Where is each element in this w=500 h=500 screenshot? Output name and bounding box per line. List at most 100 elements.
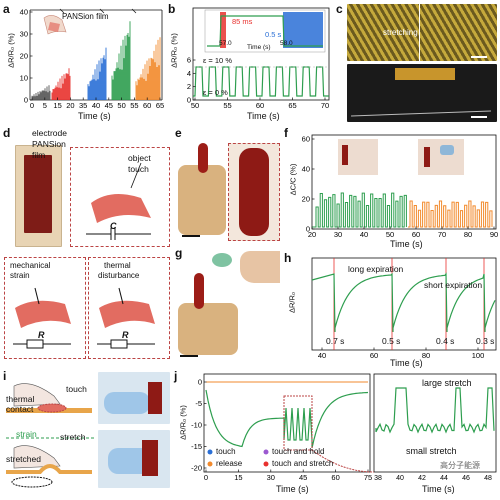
a-ylabel: ΔR/R₀ (%) <box>6 33 16 68</box>
x-tick-label: 60 <box>331 473 339 482</box>
h-t3: 0.4 s <box>436 336 455 346</box>
y-tick-label: 0 <box>306 225 310 234</box>
x-tick-label: 15 <box>53 101 61 110</box>
series-a-3 <box>111 21 131 100</box>
x-tick-label: 60 <box>143 101 151 110</box>
i-contact: contact <box>6 404 34 414</box>
i-strain: strain <box>16 429 37 439</box>
b-eps0: ε = 0 % <box>203 88 228 97</box>
h-long: long expiration <box>348 264 404 274</box>
x-tick-label: 20 <box>308 230 316 239</box>
y-tick-label: 20 <box>20 52 28 61</box>
knit-photo <box>347 4 497 61</box>
inset-label-a: PANSion film <box>62 12 109 21</box>
x-tick-label: 100 <box>472 351 485 360</box>
pansion-film-photo <box>24 155 52 233</box>
y-tick-label: 20 <box>302 195 310 204</box>
x-tick-label: 30 <box>267 473 275 482</box>
series-a-1 <box>51 68 71 100</box>
y-tick-label: -15 <box>191 442 202 451</box>
j-leg-tstretch: touch and stretch <box>272 459 334 468</box>
a-xlabel: Time (s) <box>78 111 111 121</box>
d-thermal: thermal <box>104 261 131 270</box>
panel-d: d electrode PANSion film object touch C … <box>0 125 172 365</box>
h-ylabel: ΔR/R₀ <box>287 291 297 314</box>
strain-box <box>4 257 86 359</box>
wooden-hand-e <box>178 165 226 235</box>
j-leg-touch: touch <box>216 447 236 456</box>
series-f-orange <box>408 200 493 228</box>
y-tick-label: 40 <box>20 8 28 17</box>
series-f-green <box>312 192 407 228</box>
b-ann-05: 0.5 s <box>265 30 282 39</box>
glove-photo-1 <box>98 372 170 424</box>
chart-b: 50 55 60 65 70 6 4 2 0 <box>187 7 330 110</box>
b-inset-tick2: 58.0 <box>280 40 293 47</box>
face <box>240 251 280 283</box>
j-leg-hold: touch and hold <box>272 447 325 456</box>
y-tick-label: -5 <box>195 399 202 408</box>
y-tick-label: 30 <box>20 30 28 39</box>
chart-j: 0 15 30 45 60 75 38 40 42 44 46 48 0 -5 -10 -15 -20 <box>191 373 497 482</box>
j-leg-release: release <box>216 459 243 468</box>
y-tick-label: 2 <box>187 82 191 91</box>
x-tick-label: 30 <box>334 230 342 239</box>
x-tick-label: 50 <box>191 101 199 110</box>
d-strain: strain <box>10 271 30 280</box>
x-tick-label: 0 <box>204 473 208 482</box>
x-tick-label: 15 <box>234 473 242 482</box>
thermal-box <box>88 257 170 359</box>
panel-label-f: f <box>284 126 288 140</box>
x-tick-label-zoom: 48 <box>484 475 492 482</box>
i-stretched: stretched <box>6 454 41 464</box>
i-thermal: thermal <box>6 394 35 404</box>
y-tick-label: 0 <box>24 96 28 105</box>
film-inset <box>43 15 67 35</box>
d-film: film <box>32 150 46 160</box>
j-xlabel2: Time (s) <box>422 484 455 494</box>
j-xlabel: Time (s) <box>276 484 309 494</box>
d-disturbance: disturbance <box>98 271 140 280</box>
finger-sensor-e <box>198 143 208 173</box>
panel-j: j 0 15 30 45 60 75 38 40 42 44 46 48 0 -5 -10 -15 -20 to… <box>172 368 500 495</box>
panel-label-c: c <box>336 2 343 16</box>
y-tick-label: 40 <box>302 165 310 174</box>
i-stretch: stretch <box>60 432 86 442</box>
i-touch: touch <box>66 384 87 394</box>
h-t4: 0.3 s <box>476 336 495 346</box>
x-tick-label: 80 <box>464 230 472 239</box>
series-a-0 <box>31 85 51 100</box>
panel-label-i: i <box>3 369 7 383</box>
panel-label-d: d <box>3 126 11 140</box>
x-tick-label: 75 <box>364 473 372 482</box>
schematic-i <box>6 383 94 488</box>
panel-c: c stretching <box>333 0 500 125</box>
panel-g: g <box>172 245 282 363</box>
x-tick-label: 20 <box>66 101 74 110</box>
x-tick-label: 90 <box>490 230 498 239</box>
x-tick-label: 80 <box>422 351 430 360</box>
panel-label-a: a <box>3 2 10 16</box>
j-ylabel: ΔR/R₀ (%) <box>178 405 188 440</box>
series-j <box>205 389 369 449</box>
series-j-zoom <box>375 387 495 434</box>
d-R2: R <box>122 330 129 340</box>
x-tick-label: 55 <box>223 101 231 110</box>
c-stretch: stretching <box>383 28 418 37</box>
x-tick-label: 50 <box>117 101 125 110</box>
x-tick-label: 45 <box>299 473 307 482</box>
x-tick-label-zoom: 40 <box>396 475 404 482</box>
panel-f: f 20 30 40 50 60 70 80 90 60 40 20 0 ΔC/C (%) Time … <box>282 125 500 250</box>
panel-label-b: b <box>168 2 176 16</box>
b-inset-xlabel: Time (s) <box>247 44 271 51</box>
y-tick-label: 4 <box>187 69 191 78</box>
x-tick-label: 60 <box>370 351 378 360</box>
panel-label-h: h <box>284 251 292 265</box>
y-tick-label: 0 <box>198 378 202 387</box>
y-tick-label: -20 <box>191 464 202 473</box>
b-eps10: ε = 10 % <box>203 56 232 65</box>
d-mech: mechanical <box>10 261 51 270</box>
h-t1: 0.7 s <box>326 336 345 346</box>
